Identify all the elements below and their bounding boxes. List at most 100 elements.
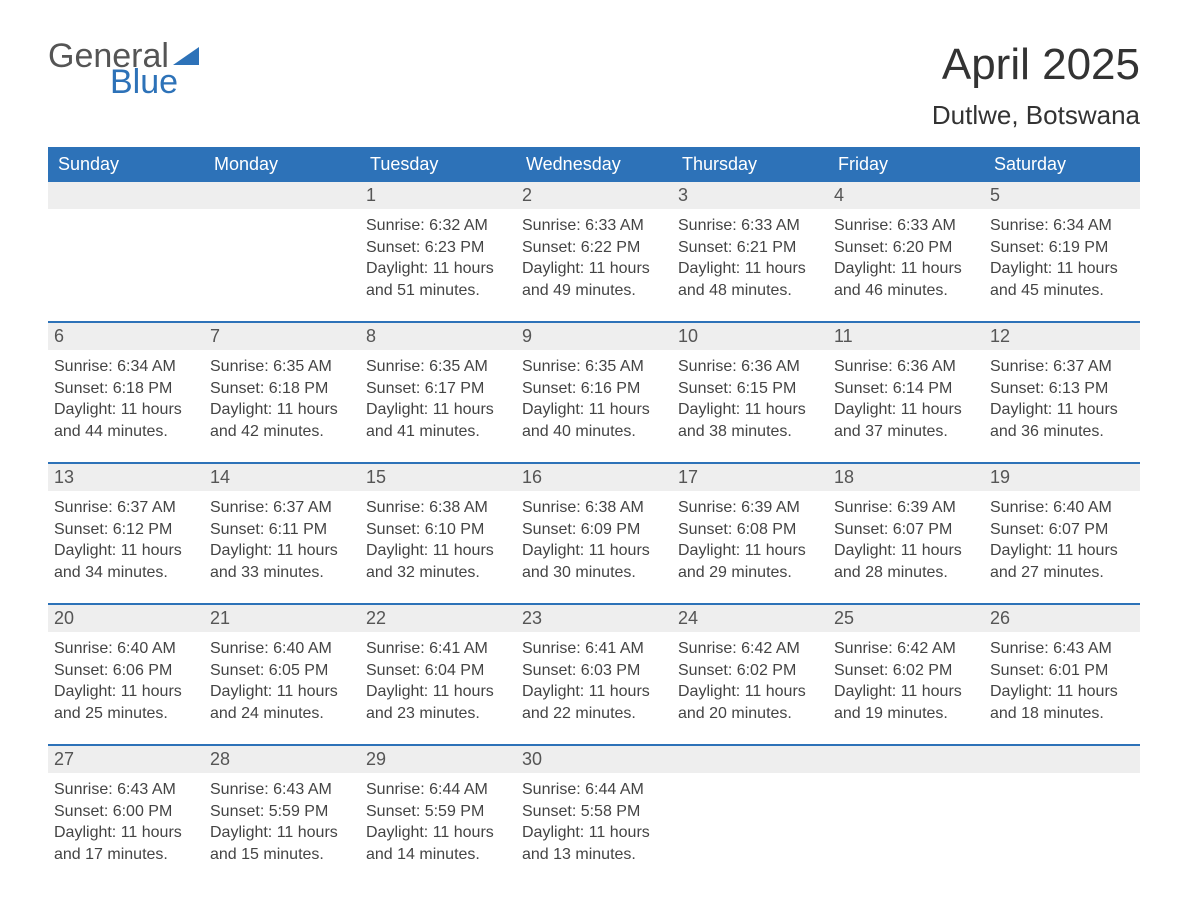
- day-line: Sunset: 5:58 PM: [522, 801, 662, 823]
- location: Dutlwe, Botswana: [932, 100, 1140, 131]
- day-line: Sunset: 5:59 PM: [366, 801, 506, 823]
- day-line: Sunset: 6:14 PM: [834, 378, 974, 400]
- day-line: and 41 minutes.: [366, 421, 506, 443]
- day-line: and 51 minutes.: [366, 280, 506, 302]
- day-line: Sunset: 6:15 PM: [678, 378, 818, 400]
- day-cell: Sunrise: 6:37 AMSunset: 6:11 PMDaylight:…: [204, 491, 360, 595]
- day-number: 7: [204, 323, 360, 350]
- day-line: and 24 minutes.: [210, 703, 350, 725]
- day-cell: Sunrise: 6:40 AMSunset: 6:06 PMDaylight:…: [48, 632, 204, 736]
- day-line: Sunset: 6:09 PM: [522, 519, 662, 541]
- day-line: Sunset: 6:04 PM: [366, 660, 506, 682]
- day-line: Sunrise: 6:43 AM: [54, 779, 194, 801]
- day-number: 1: [360, 182, 516, 209]
- day-line: Sunrise: 6:37 AM: [54, 497, 194, 519]
- day-line: and 19 minutes.: [834, 703, 974, 725]
- day-line: Daylight: 11 hours: [210, 540, 350, 562]
- day-line: Daylight: 11 hours: [522, 540, 662, 562]
- day-line: Sunset: 6:00 PM: [54, 801, 194, 823]
- day-number: [984, 746, 1140, 773]
- day-line: Sunrise: 6:44 AM: [522, 779, 662, 801]
- day-cell: [984, 773, 1140, 877]
- day-line: and 48 minutes.: [678, 280, 818, 302]
- day-line: Sunset: 6:16 PM: [522, 378, 662, 400]
- day-line: and 33 minutes.: [210, 562, 350, 584]
- day-number: [828, 746, 984, 773]
- day-line: Sunset: 6:12 PM: [54, 519, 194, 541]
- title-block: April 2025 Dutlwe, Botswana: [932, 40, 1140, 131]
- day-cell: Sunrise: 6:32 AMSunset: 6:23 PMDaylight:…: [360, 209, 516, 313]
- day-line: Sunset: 6:01 PM: [990, 660, 1130, 682]
- day-line: Daylight: 11 hours: [54, 540, 194, 562]
- day-line: Sunrise: 6:34 AM: [54, 356, 194, 378]
- day-number: 24: [672, 605, 828, 632]
- day-line: Sunset: 6:03 PM: [522, 660, 662, 682]
- day-header: Monday: [204, 147, 360, 182]
- day-cell: Sunrise: 6:43 AMSunset: 5:59 PMDaylight:…: [204, 773, 360, 877]
- day-line: Sunrise: 6:40 AM: [990, 497, 1130, 519]
- day-number-row: 20212223242526: [48, 605, 1140, 632]
- day-header: Wednesday: [516, 147, 672, 182]
- day-number: 17: [672, 464, 828, 491]
- day-cell: [48, 209, 204, 313]
- day-line: and 15 minutes.: [210, 844, 350, 866]
- day-cell: [672, 773, 828, 877]
- day-content-row: Sunrise: 6:37 AMSunset: 6:12 PMDaylight:…: [48, 491, 1140, 595]
- day-number-row: 13141516171819: [48, 464, 1140, 491]
- day-line: Sunrise: 6:38 AM: [522, 497, 662, 519]
- day-line: Sunset: 6:22 PM: [522, 237, 662, 259]
- day-line: Sunset: 6:02 PM: [678, 660, 818, 682]
- day-cell: Sunrise: 6:44 AMSunset: 5:59 PMDaylight:…: [360, 773, 516, 877]
- day-line: Sunset: 6:17 PM: [366, 378, 506, 400]
- day-number: 2: [516, 182, 672, 209]
- day-line: Sunrise: 6:44 AM: [366, 779, 506, 801]
- day-number: 4: [828, 182, 984, 209]
- day-line: Daylight: 11 hours: [678, 681, 818, 703]
- day-line: Daylight: 11 hours: [990, 681, 1130, 703]
- day-line: Sunrise: 6:34 AM: [990, 215, 1130, 237]
- day-number: 15: [360, 464, 516, 491]
- day-cell: Sunrise: 6:42 AMSunset: 6:02 PMDaylight:…: [828, 632, 984, 736]
- day-line: Sunrise: 6:33 AM: [834, 215, 974, 237]
- day-line: Sunrise: 6:38 AM: [366, 497, 506, 519]
- day-line: Sunset: 6:20 PM: [834, 237, 974, 259]
- day-cell: Sunrise: 6:39 AMSunset: 6:07 PMDaylight:…: [828, 491, 984, 595]
- day-cell: Sunrise: 6:35 AMSunset: 6:18 PMDaylight:…: [204, 350, 360, 454]
- day-number: 13: [48, 464, 204, 491]
- day-cell: Sunrise: 6:33 AMSunset: 6:20 PMDaylight:…: [828, 209, 984, 313]
- day-line: Sunrise: 6:42 AM: [834, 638, 974, 660]
- day-line: and 40 minutes.: [522, 421, 662, 443]
- day-line: Sunset: 5:59 PM: [210, 801, 350, 823]
- day-cell: Sunrise: 6:40 AMSunset: 6:07 PMDaylight:…: [984, 491, 1140, 595]
- day-number: 21: [204, 605, 360, 632]
- day-line: Daylight: 11 hours: [990, 540, 1130, 562]
- day-line: Daylight: 11 hours: [210, 681, 350, 703]
- day-line: Sunrise: 6:41 AM: [366, 638, 506, 660]
- day-line: and 32 minutes.: [366, 562, 506, 584]
- day-number: 22: [360, 605, 516, 632]
- day-number: 3: [672, 182, 828, 209]
- day-number: 29: [360, 746, 516, 773]
- day-line: Sunset: 6:07 PM: [834, 519, 974, 541]
- day-line: and 42 minutes.: [210, 421, 350, 443]
- day-line: Sunset: 6:21 PM: [678, 237, 818, 259]
- day-cell: Sunrise: 6:42 AMSunset: 6:02 PMDaylight:…: [672, 632, 828, 736]
- day-header: Friday: [828, 147, 984, 182]
- day-line: and 13 minutes.: [522, 844, 662, 866]
- day-line: and 17 minutes.: [54, 844, 194, 866]
- day-line: Sunrise: 6:35 AM: [210, 356, 350, 378]
- day-line: Daylight: 11 hours: [522, 258, 662, 280]
- day-line: and 27 minutes.: [990, 562, 1130, 584]
- day-number: 23: [516, 605, 672, 632]
- day-line: Daylight: 11 hours: [54, 399, 194, 421]
- day-line: Sunrise: 6:42 AM: [678, 638, 818, 660]
- logo: General Blue: [48, 40, 199, 99]
- day-line: Sunrise: 6:36 AM: [834, 356, 974, 378]
- day-cell: Sunrise: 6:43 AMSunset: 6:00 PMDaylight:…: [48, 773, 204, 877]
- day-cell: Sunrise: 6:43 AMSunset: 6:01 PMDaylight:…: [984, 632, 1140, 736]
- logo-text: General Blue: [48, 40, 199, 99]
- day-line: Sunrise: 6:41 AM: [522, 638, 662, 660]
- day-number: 14: [204, 464, 360, 491]
- day-header-row: Sunday Monday Tuesday Wednesday Thursday…: [48, 147, 1140, 182]
- day-number: [672, 746, 828, 773]
